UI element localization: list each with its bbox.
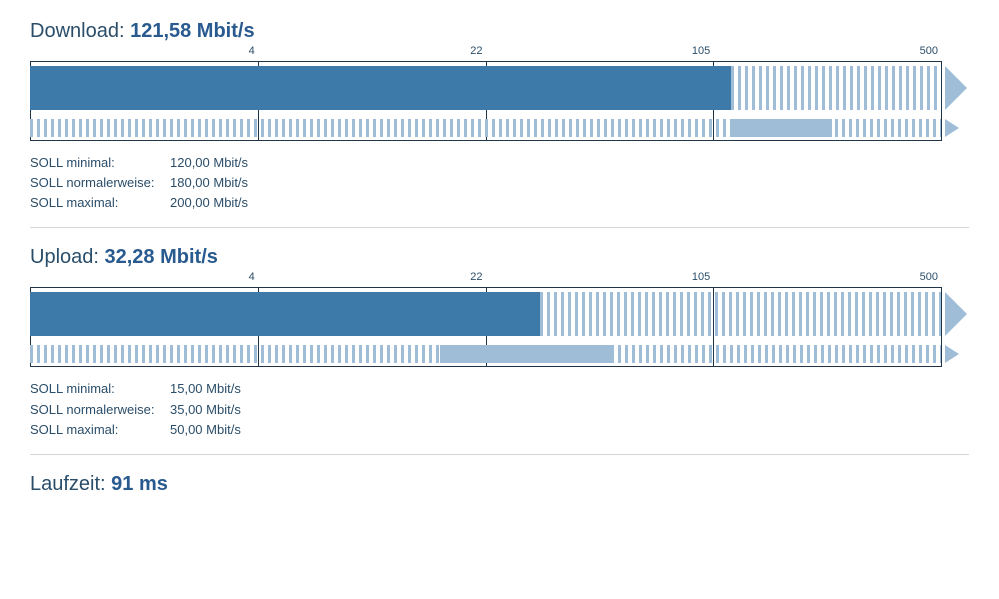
soll-value: 15,00 Mbit/s	[170, 379, 241, 399]
soll-key: SOLL normalerweise:	[30, 173, 170, 193]
laufzeit-title: Laufzeit: 91 ms	[30, 473, 969, 496]
arrow-right-icon	[945, 119, 959, 137]
axis-tick	[941, 61, 942, 141]
arrow-right-icon	[945, 66, 967, 110]
upload-soll-table: SOLL minimal:15,00 Mbit/sSOLL normalerwe…	[30, 379, 969, 439]
upload-section: Upload: 32,28 Mbit/s 422105500 SOLL mini…	[30, 246, 969, 439]
axis-tick-label: 105	[692, 271, 713, 283]
measured-bar-hatched	[731, 66, 941, 110]
measured-bar-hatched	[540, 292, 941, 336]
measured-bar-solid	[30, 292, 540, 336]
axis-tick-label: 4	[249, 271, 258, 283]
soll-row: SOLL normalerweise:180,00 Mbit/s	[30, 173, 969, 193]
axis-tick-label: 22	[470, 271, 485, 283]
axis-tick-label: 22	[470, 45, 485, 57]
soll-key: SOLL maximal:	[30, 420, 170, 440]
upload-title-value: 32,28 Mbit/s	[105, 246, 218, 268]
soll-row: SOLL minimal:15,00 Mbit/s	[30, 379, 969, 399]
arrow-right-icon	[945, 292, 967, 336]
soll-row: SOLL normalerweise:35,00 Mbit/s	[30, 400, 969, 420]
soll-key: SOLL minimal:	[30, 379, 170, 399]
divider	[30, 454, 969, 455]
upload-title-label: Upload:	[30, 246, 99, 268]
axis-tick-label: 105	[692, 45, 713, 57]
laufzeit-value: 91 ms	[111, 473, 168, 495]
arrow-right-icon	[945, 345, 959, 363]
soll-value: 50,00 Mbit/s	[170, 420, 241, 440]
soll-key: SOLL normalerweise:	[30, 400, 170, 420]
divider	[30, 227, 969, 228]
laufzeit-label: Laufzeit:	[30, 473, 106, 495]
soll-row: SOLL maximal:50,00 Mbit/s	[30, 420, 969, 440]
soll-bar-solid	[440, 345, 613, 363]
download-section: Download: 121,58 Mbit/s 422105500 SOLL m…	[30, 20, 969, 213]
download-chart: 422105500	[30, 61, 969, 141]
soll-bar-row	[30, 119, 941, 137]
download-soll-table: SOLL minimal:120,00 Mbit/sSOLL normalerw…	[30, 153, 969, 213]
download-title-label: Download:	[30, 20, 125, 42]
download-title-value: 121,58 Mbit/s	[130, 20, 255, 42]
soll-key: SOLL maximal:	[30, 193, 170, 213]
axis-tick-label: 4	[249, 45, 258, 57]
measured-bar-row	[30, 292, 941, 336]
soll-row: SOLL minimal:120,00 Mbit/s	[30, 153, 969, 173]
measured-bar-solid	[30, 66, 731, 110]
axis-tick-label: 500	[920, 45, 941, 57]
soll-value: 180,00 Mbit/s	[170, 173, 248, 193]
measured-bar-row	[30, 66, 941, 110]
soll-value: 200,00 Mbit/s	[170, 193, 248, 213]
soll-row: SOLL maximal:200,00 Mbit/s	[30, 193, 969, 213]
soll-value: 120,00 Mbit/s	[170, 153, 248, 173]
soll-key: SOLL minimal:	[30, 153, 170, 173]
soll-value: 35,00 Mbit/s	[170, 400, 241, 420]
download-title: Download: 121,58 Mbit/s	[30, 20, 969, 43]
axis-tick	[941, 287, 942, 367]
axis-tick-label: 500	[920, 271, 941, 283]
upload-title: Upload: 32,28 Mbit/s	[30, 246, 969, 269]
upload-chart: 422105500	[30, 287, 969, 367]
soll-bar-solid	[731, 119, 831, 137]
soll-bar-row	[30, 345, 941, 363]
